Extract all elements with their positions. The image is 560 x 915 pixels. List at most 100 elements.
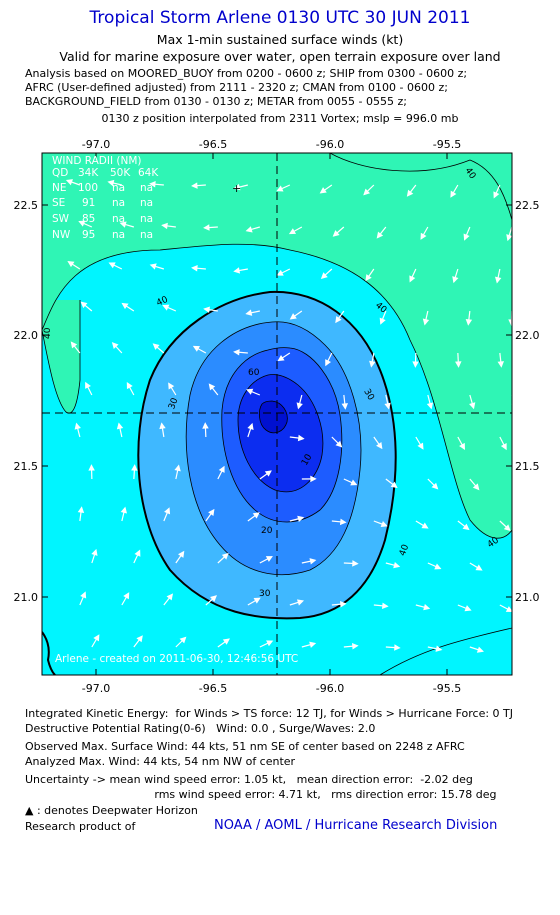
lat-tick-label: 21.5 xyxy=(14,460,39,473)
lat-tick-label: 21.5 xyxy=(515,460,540,473)
lat-labels-left: 22.5 22.0 21.5 21.0 xyxy=(14,199,39,604)
wind-arrow-head xyxy=(469,402,476,410)
wind-arrow-head xyxy=(384,402,391,410)
ike-line: Integrated Kinetic Energy: for Winds > T… xyxy=(25,707,513,720)
wind-arrow-head xyxy=(434,563,442,570)
wind-arrow-head xyxy=(289,313,297,320)
wind-arrow-head xyxy=(335,440,343,448)
lon-tick-label: -95.5 xyxy=(433,682,461,695)
wind-arrow-head xyxy=(351,642,359,650)
wind-arrow-head xyxy=(380,520,388,528)
wind-arrow-head xyxy=(423,603,431,611)
wind-arrow-head xyxy=(309,641,317,648)
radii-value: 91 xyxy=(82,197,95,209)
wind-arrow-head xyxy=(476,646,484,653)
wind-arrow-head xyxy=(310,475,317,483)
radii-value: na xyxy=(140,182,153,194)
wind-arrow-head xyxy=(253,597,261,604)
radii-quadrant: SE xyxy=(52,197,65,209)
wind-arrow-head xyxy=(376,231,384,239)
wind-arrow-head xyxy=(149,181,156,188)
wind-arrow-head xyxy=(107,179,115,187)
wind-arrows xyxy=(65,179,519,653)
wind-arrow-head xyxy=(93,634,100,642)
wind-arrow-head xyxy=(203,224,210,231)
hrd-link[interactable]: NOAA / AOML / Hurricane Research Divisio… xyxy=(214,818,498,833)
subtitle-exposure: Valid for marine exposure over water, op… xyxy=(59,49,501,64)
lon-tick-label: -96.5 xyxy=(199,682,227,695)
wind-arrow-head xyxy=(252,512,260,519)
wind-arrow xyxy=(511,478,512,481)
wind-arrow-head xyxy=(67,261,75,268)
radii-header-50k: 50K xyxy=(110,167,131,179)
wind-arrow-head xyxy=(218,465,225,473)
wind-arrow-head xyxy=(463,233,470,241)
wind-arrow-head xyxy=(493,191,500,199)
wind-arrow-head xyxy=(65,179,73,186)
wind-arrow-head xyxy=(465,319,473,326)
wind-arrow-head xyxy=(120,506,128,514)
wind-arrow-head xyxy=(339,518,347,526)
wind-arrow-head xyxy=(379,317,386,325)
wind-arrow-head xyxy=(152,343,160,350)
lat-tick-label: 22.5 xyxy=(14,199,39,212)
wind-arrow-head xyxy=(325,359,332,367)
wind-arrow-head xyxy=(500,443,507,451)
radii-header-64k: 64K xyxy=(138,167,159,179)
wind-arrow-head xyxy=(246,388,254,395)
radii-value: na xyxy=(140,229,153,241)
wind-arrow-head xyxy=(332,230,340,237)
wind-arrow-head xyxy=(390,481,398,489)
wind-arrow-head xyxy=(497,361,504,368)
wind-arrow-head xyxy=(464,605,472,612)
wind-arrow-head xyxy=(208,383,216,391)
radii-value: na xyxy=(140,197,153,209)
wind-arrow-head xyxy=(245,226,253,233)
wind-radii-table: WIND RADII (NM) QD 34K 50K 64K NE 100 na… xyxy=(52,155,159,241)
wind-arrow-head xyxy=(515,485,519,490)
wind-arrow-head xyxy=(376,442,383,450)
wind-arrow-head xyxy=(191,265,198,272)
wind-arrow-head xyxy=(126,381,133,390)
credit-line: Arlene - created on 2011-06-30, 12:46:56… xyxy=(55,653,298,665)
radii-header-qd: QD xyxy=(52,167,68,179)
wind-arrow-head xyxy=(339,600,347,608)
wind-arrow-head xyxy=(233,267,241,274)
wind-map: + -97.0 -96.5 -96.0 -95.5 -97.0 -96.5 -9… xyxy=(14,138,540,695)
wind-arrow-head xyxy=(88,464,95,471)
wind-arrow-head xyxy=(452,276,459,284)
contour-label: 40 xyxy=(398,543,411,557)
wind-arrow-head xyxy=(319,187,327,194)
wind-arrow-head xyxy=(506,234,512,242)
deepwater-legend-text: : denotes Deepwater Horizon xyxy=(33,804,198,817)
wind-arrow-head xyxy=(472,483,480,491)
radii-value: 95 xyxy=(82,229,95,241)
dpr-line: Destructive Potential Rating(0-6) Wind: … xyxy=(25,722,376,735)
radii-value: na xyxy=(140,213,153,225)
wind-arrow-head xyxy=(265,556,273,562)
wind-arrow-head xyxy=(123,592,130,600)
lon-tick-label: -95.5 xyxy=(433,138,461,151)
wind-arrow-head xyxy=(80,591,87,599)
wind-arrow-head xyxy=(74,422,81,430)
wind-arrow-head xyxy=(78,220,86,227)
coastline xyxy=(42,631,56,675)
wind-arrow-head xyxy=(85,381,91,389)
wind-arrow-head xyxy=(475,564,483,571)
wind-arrow-head xyxy=(450,190,457,198)
lon-tick-label: -96.0 xyxy=(316,682,344,695)
wind-arrow-head xyxy=(210,595,217,602)
plot-frame xyxy=(41,152,513,676)
wind-arrow-head xyxy=(297,434,305,442)
wind-arrow-head xyxy=(459,442,466,451)
wind-arrow-head xyxy=(119,221,127,228)
wind-arrow-head xyxy=(431,482,439,490)
radii-value: 100 xyxy=(78,182,98,194)
wind-arrow-head xyxy=(422,318,430,326)
analysis-line-1: Analysis based on MOORED_BUOY from 0200 … xyxy=(25,67,468,80)
wind-arrow-head xyxy=(420,232,427,240)
lat-labels-right: 22.5 22.0 21.5 21.0 xyxy=(515,199,540,604)
contour-label: 60 xyxy=(248,368,260,378)
uncertainty-line-2: rms wind speed error: 4.71 kt, rms direc… xyxy=(25,788,497,801)
page-title: Tropical Storm Arlene 0130 UTC 30 JUN 20… xyxy=(89,8,471,28)
